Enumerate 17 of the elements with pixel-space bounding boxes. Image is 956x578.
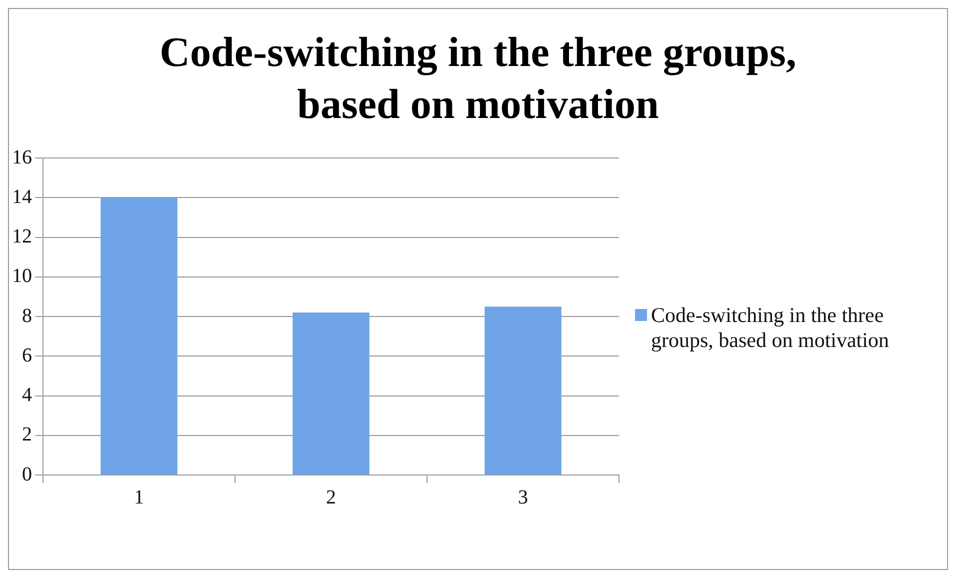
chart-title: Code-switching in the three groups, based on motivation (158, 29, 798, 130)
y-tick-label: 14 (12, 186, 32, 208)
bar (100, 198, 178, 474)
y-tick-label: 0 (22, 463, 32, 486)
y-tick-label: 10 (12, 265, 32, 288)
y-tick-label: 4 (22, 384, 32, 406)
legend-label: Code-switching in the three groups, based on motivation (651, 303, 890, 353)
x-tick-label: 3 (518, 486, 528, 508)
x-tick-label: 2 (326, 486, 336, 508)
y-tick-label: 16 (12, 146, 32, 168)
y-tick-label: 12 (12, 226, 32, 248)
bar (292, 312, 370, 474)
y-tick-label: 2 (22, 424, 32, 446)
bar (484, 306, 562, 474)
x-tick-label: 1 (134, 486, 144, 508)
y-tick-label: 8 (22, 304, 32, 327)
y-tick-label: 6 (22, 344, 32, 366)
